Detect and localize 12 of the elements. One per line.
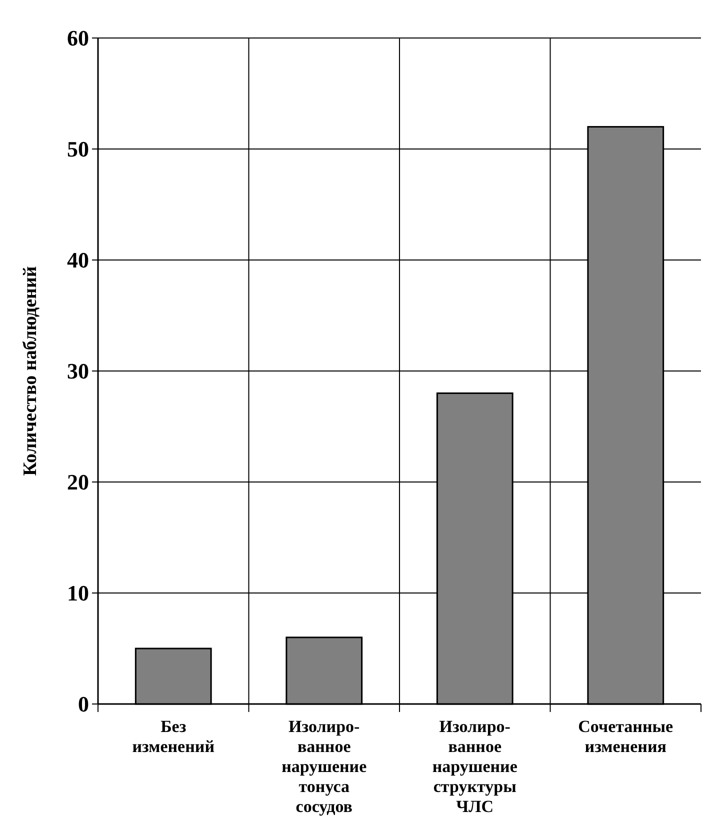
y-tick-label: 10 (67, 580, 89, 606)
x-tick-label: Изолиро- ванное нарушение тонуса сосудов (282, 717, 368, 816)
x-tick-label: Без изменений (132, 717, 215, 756)
y-tick-label: 40 (67, 248, 89, 273)
y-tick-label: 60 (67, 26, 89, 51)
y-axis-title: Количество наблюдений (20, 266, 41, 476)
y-tick-label: 0 (78, 692, 89, 717)
x-tick-label: Сочетанные изменения (578, 717, 674, 756)
y-tick-label: 50 (67, 136, 89, 162)
y-tick-label: 20 (67, 470, 89, 495)
y-tick-label: 30 (67, 358, 89, 384)
x-tick-label: Изолиро- ванное нарушение структуры ЧЛС (432, 717, 518, 816)
